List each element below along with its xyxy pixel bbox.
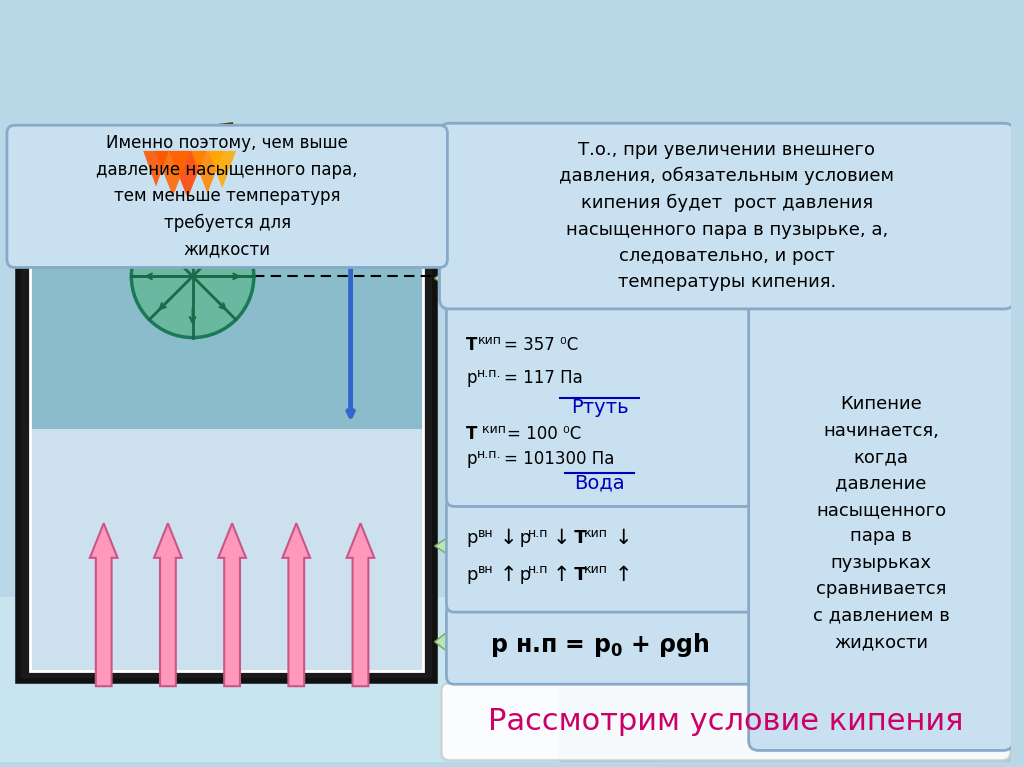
Circle shape [61,143,97,179]
Text: Т: Т [466,426,477,443]
Text: р: р [466,529,477,547]
FancyBboxPatch shape [446,298,754,506]
Text: н.п.: н.п. [477,448,502,461]
Polygon shape [191,151,223,193]
Text: Ртуть: Ртуть [570,398,629,417]
FancyBboxPatch shape [749,296,1014,750]
Text: вн: вн [478,563,494,576]
Text: Именно поэтому, чем выше
давление насыщенного пара,
тем меньше температуря
требу: Именно поэтому, чем выше давление насыще… [96,134,358,258]
Polygon shape [434,625,457,659]
FancyBboxPatch shape [0,5,1012,762]
FancyArrow shape [347,523,375,686]
Circle shape [284,143,319,179]
Polygon shape [434,532,457,560]
Text: р: р [466,369,476,387]
FancyBboxPatch shape [446,498,754,612]
Text: вн: вн [478,527,494,540]
Polygon shape [143,136,262,151]
FancyBboxPatch shape [558,661,1024,767]
Text: Т: Т [466,337,477,354]
Polygon shape [155,151,190,196]
FancyBboxPatch shape [446,604,754,684]
Text: н.п: н.п [527,563,548,576]
Polygon shape [209,151,237,189]
Text: р: р [466,450,476,468]
Polygon shape [434,264,457,293]
FancyBboxPatch shape [30,151,423,430]
FancyBboxPatch shape [659,684,1023,767]
Text: ↓: ↓ [553,528,570,548]
Text: ↑: ↑ [553,565,570,584]
Text: Кипение
начинается,
когда
давление
насыщенного
пара в
пузырьках
сравнивается
с д: Кипение начинается, когда давление насыщ… [812,396,949,651]
Text: = 357 ⁰C: = 357 ⁰C [504,337,578,354]
Text: = 100 ⁰C: = 100 ⁰C [507,426,581,443]
FancyArrow shape [218,523,246,686]
Text: н.п: н.п [527,527,548,540]
Circle shape [357,143,393,179]
Text: кип: кип [478,423,506,436]
Text: р: р [514,529,530,547]
Text: Т.о., при увеличении внешнего
давления, обязательным условием
кипения будет  рос: Т.о., при увеличении внешнего давления, … [559,140,894,291]
Polygon shape [169,151,207,199]
Polygon shape [153,123,237,148]
Text: кип: кип [584,563,607,576]
Circle shape [131,215,254,337]
Text: ↓: ↓ [500,528,517,548]
Polygon shape [143,151,169,186]
Text: ↑: ↑ [614,565,632,584]
Text: Т: Т [568,529,587,547]
FancyArrow shape [90,523,118,686]
Text: кип: кип [584,527,607,540]
FancyBboxPatch shape [17,133,434,681]
Text: $\mathbf{p}$ н.п = $\mathbf{p_0}$ + $\mathbf{\rho gh}$: $\mathbf{p}$ н.п = $\mathbf{p_0}$ + $\ma… [489,630,710,659]
FancyBboxPatch shape [441,683,1011,760]
Text: н.п.: н.п. [477,367,502,380]
Text: = 117 Па: = 117 Па [504,369,583,387]
FancyArrow shape [154,523,181,686]
Circle shape [209,143,245,179]
Text: Т: Т [568,565,587,584]
FancyBboxPatch shape [0,597,1012,762]
FancyArrow shape [283,523,310,686]
Text: Рассмотрим условие кипения: Рассмотрим условие кипения [488,707,964,736]
FancyBboxPatch shape [439,123,1015,309]
Text: Вода: Вода [574,473,625,492]
Text: р: р [514,565,530,584]
Circle shape [135,143,171,179]
Text: = 101300 Па: = 101300 Па [504,450,614,468]
FancyBboxPatch shape [7,125,447,268]
Text: ↑: ↑ [500,565,517,584]
FancyBboxPatch shape [30,430,423,671]
Text: р: р [466,565,477,584]
Text: кип: кип [478,334,502,347]
Text: ↓: ↓ [614,528,632,548]
